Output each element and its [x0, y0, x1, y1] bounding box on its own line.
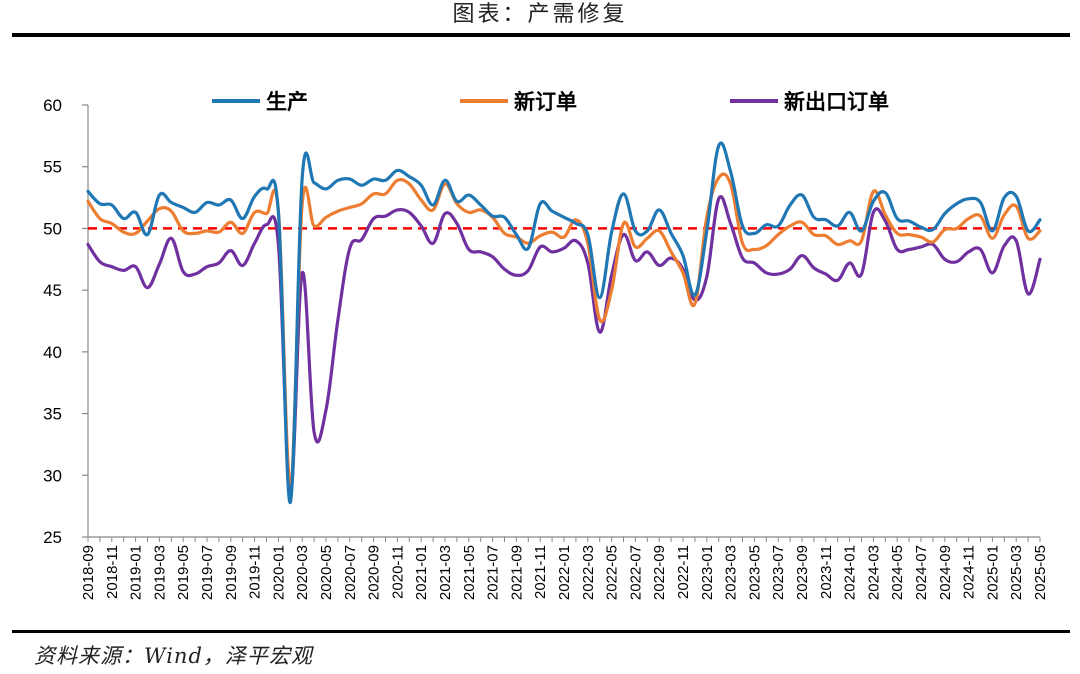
- x-tick-label: 2018-09: [80, 545, 97, 600]
- y-tick-label: 35: [43, 405, 62, 424]
- x-tick-label: 2020-05: [318, 545, 335, 600]
- source-note: 资料来源：Wind，泽平宏观: [34, 644, 313, 668]
- y-tick-label: 55: [43, 158, 62, 177]
- series-line-0: [86, 141, 1042, 505]
- x-tick-label: 2020-03: [294, 545, 311, 600]
- y-tick-label: 30: [43, 466, 62, 485]
- x-tick-label: 2024-11: [961, 545, 978, 599]
- y-tick-label: 45: [43, 281, 62, 300]
- y-tick-label: 25: [43, 528, 62, 547]
- series-line-1: [86, 172, 1042, 486]
- x-tick-label: 2019-09: [223, 545, 240, 600]
- x-tick-label: 2025-01: [984, 545, 1001, 600]
- figure-title: 图表：产需修复: [452, 2, 628, 27]
- legend: 生产 新订单 新出口订单: [212, 90, 889, 114]
- x-tick-label: 2020-11: [389, 545, 406, 599]
- x-tick-label: 2024-07: [913, 545, 930, 600]
- x-tick-label: 2023-07: [770, 545, 787, 600]
- y-tick-label: 40: [43, 343, 62, 362]
- x-tick-label: 2021-07: [485, 545, 502, 600]
- x-tick-label: 2024-01: [842, 545, 859, 600]
- x-tick-label: 2023-09: [794, 545, 811, 600]
- x-tick-label: 2022-01: [556, 545, 573, 600]
- x-tick-label: 2024-09: [937, 545, 954, 600]
- series-line-2: [86, 195, 1042, 493]
- x-tick-label: 2021-11: [532, 545, 549, 599]
- x-tick-label: 2019-01: [128, 545, 145, 600]
- x-tick-label: 2019-05: [175, 545, 192, 600]
- x-tick-label: 2019-11: [247, 545, 264, 599]
- series-layer: [86, 141, 1042, 505]
- axes-layer: 25 30 35 40 45 50 55 60 2018-09 2018-11 2019-01 201…: [43, 96, 1049, 600]
- x-tick-label: 2022-11: [675, 545, 692, 599]
- top-rule: [12, 33, 1070, 37]
- bottom-rule: [12, 630, 1070, 633]
- x-tick-label: 2021-05: [461, 545, 478, 600]
- legend-label-2: 新出口订单: [784, 90, 889, 114]
- x-tick-label: 2023-05: [746, 545, 763, 600]
- x-tick-label: 2018-11: [104, 545, 121, 599]
- x-tick-label: 2021-09: [508, 545, 525, 600]
- legend-label-1: 新订单: [514, 90, 577, 114]
- x-tick-label: 2024-05: [889, 545, 906, 600]
- x-tick-label: 2025-03: [1008, 545, 1025, 600]
- x-tick-label: 2020-07: [342, 545, 359, 600]
- x-tick-label: 2025-05: [1032, 545, 1049, 600]
- x-tick-label: 2019-03: [151, 545, 168, 600]
- x-tick-label: 2020-01: [270, 545, 287, 600]
- y-tick-label: 60: [43, 96, 62, 115]
- x-tick-label: 2019-07: [199, 545, 216, 600]
- x-tick-label: 2022-03: [580, 545, 597, 600]
- legend-label-0: 生产: [266, 90, 308, 114]
- x-tick-label: 2023-11: [818, 545, 835, 599]
- y-tick-label: 50: [43, 219, 62, 238]
- x-tick-label: 2022-07: [627, 545, 644, 600]
- x-tick-label: 2023-03: [723, 545, 740, 600]
- x-tick-label: 2022-09: [651, 545, 668, 600]
- x-tick-label: 2021-01: [413, 545, 430, 600]
- x-tick-label: 2021-03: [437, 545, 454, 600]
- x-tick-label: 2024-03: [865, 545, 882, 600]
- x-tick-label: 2020-09: [366, 545, 383, 600]
- x-tick-label: 2022-05: [604, 545, 621, 600]
- x-tick-label: 2023-01: [699, 545, 716, 600]
